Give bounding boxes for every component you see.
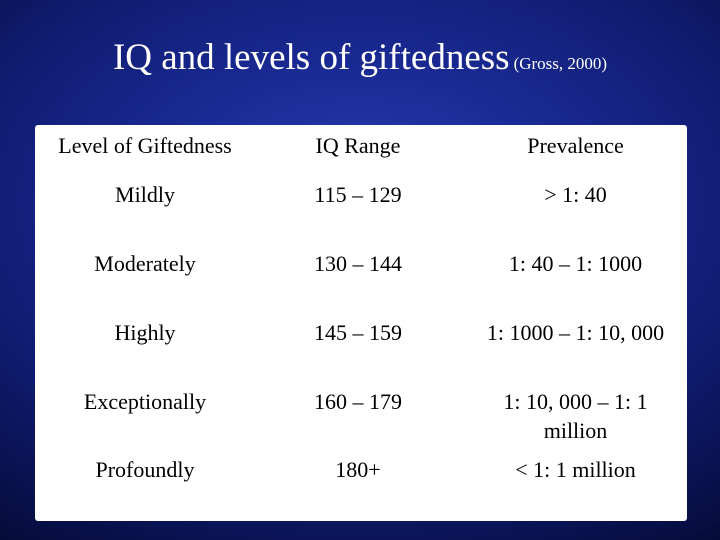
table-row-prevalence: 1: 40 – 1: 1000 — [508, 251, 643, 276]
slide-title: IQ and levels of giftedness (Gross, 2000… — [0, 36, 720, 79]
header-level: Level of Giftedness — [58, 133, 232, 158]
table-row-prevalence: > 1: 40 — [544, 182, 607, 207]
table-row-prevalence: 1: 1000 – 1: 10, 000 — [486, 320, 665, 345]
giftedness-table: Level of Giftedness IQ Range Prevalence … — [35, 125, 687, 521]
table-row-level: Moderately — [94, 251, 196, 276]
table-row-prevalence-continued: million — [543, 418, 608, 443]
table-row-level: Mildly — [115, 182, 175, 207]
slide-title-text: IQ and levels of giftedness — [112, 37, 510, 78]
table-row-prevalence: 1: 10, 000 – 1: 1 — [503, 389, 648, 414]
table-row-iq-range: 145 – 159 — [314, 320, 402, 345]
table-row-iq-range: 160 – 179 — [314, 389, 402, 414]
table-row-prevalence: < 1: 1 million — [515, 457, 636, 482]
slide-citation: (Gross, 2000) — [513, 54, 608, 73]
header-iq-range: IQ Range — [315, 133, 401, 158]
header-prevalence: Prevalence — [527, 133, 624, 158]
table-row-level: Highly — [114, 320, 176, 345]
table-row-iq-range: 130 – 144 — [314, 251, 402, 276]
table-row-iq-range: 180+ — [335, 457, 381, 482]
table-row-level: Profoundly — [95, 457, 195, 482]
table-row-iq-range: 115 – 129 — [314, 182, 402, 207]
table-row-level: Exceptionally — [83, 389, 207, 414]
